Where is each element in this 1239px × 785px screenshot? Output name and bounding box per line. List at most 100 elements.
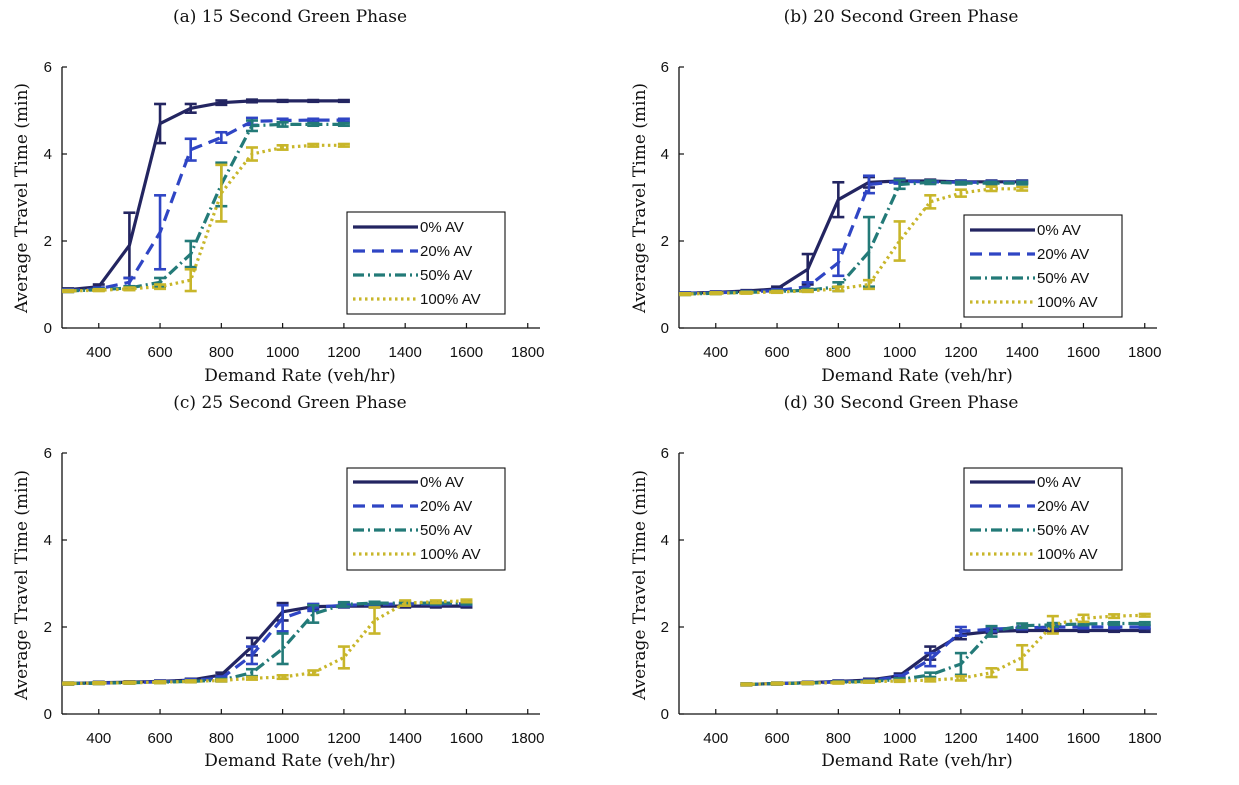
legend-entry-1: 20% AV [353,498,472,515]
legend-label: 50% AV [420,522,472,539]
x-tick-label: 1800 [1128,344,1161,361]
legend: 0% AV 20% AV 50% AV 100% AV [963,214,1123,318]
x-tick-label: 800 [826,344,851,361]
x-tick-label: 1400 [388,344,421,361]
y-tick-label: 0 [44,706,52,723]
legend-entry-2: 50% AV [353,267,472,284]
x-tick-label: 1800 [1128,730,1161,747]
y-tick-label: 0 [661,320,669,337]
y-tick-label: 6 [44,59,52,76]
series-line [746,628,1145,686]
legend-label: 0% AV [1037,474,1081,491]
series-line [68,118,344,293]
x-tick-label: 800 [826,730,851,747]
x-tick-label: 400 [86,344,111,361]
x-tick-label: 1200 [327,730,360,747]
legend-label: 0% AV [1037,222,1081,239]
y-tick-label: 4 [44,146,52,163]
x-axis-label: Demand Rate (veh/hr) [204,751,395,771]
x-tick-label: 1400 [1005,344,1038,361]
legend-label: 20% AV [1037,498,1089,515]
legend-label: 100% AV [420,291,481,308]
legend-label: 50% AV [420,267,472,284]
y-tick-label: 6 [661,59,669,76]
panel-c: (c) 25 Second Green Phase Demand Rate (v… [12,393,544,771]
x-tick-label: 400 [703,344,728,361]
y-axis-label: Average Travel Time (min) [12,83,32,314]
y-tick-label: 4 [661,532,669,549]
x-tick-label: 400 [703,730,728,747]
y-tick-label: 2 [661,619,669,636]
plot-area: 400 600 800 1000 1200 1400 1600 1800 0 2 4 6 [44,445,545,747]
legend-entry-0: 0% AV [353,474,464,491]
y-tick-label: 2 [661,233,669,250]
x-axis-label: Demand Rate (veh/hr) [204,366,395,386]
legend-entry-0: 0% AV [970,222,1081,239]
y-tick-label: 6 [44,445,52,462]
x-tick-label: 1200 [327,344,360,361]
y-tick-label: 2 [44,233,52,250]
legend-label: 50% AV [1037,270,1089,287]
legend-entry-0: 0% AV [970,474,1081,491]
x-tick-label: 400 [86,730,111,747]
panel-title: (a) 15 Second Green Phase [173,7,407,27]
series-line [68,143,344,293]
legend: 0% AV 20% AV 50% AV 100% AV [346,211,506,315]
series-line [68,604,467,686]
x-tick-label: 600 [765,344,790,361]
x-tick-label: 1000 [883,730,916,747]
x-tick-label: 600 [148,344,173,361]
legend: 0% AV 20% AV 50% AV 100% AV [346,467,506,571]
legend-label: 20% AV [1037,246,1089,263]
series-line [67,99,344,292]
series-line [68,601,467,686]
x-tick-label: 1600 [450,344,483,361]
legend-entry-3: 100% AV [970,546,1098,563]
y-tick-label: 0 [661,706,669,723]
x-tick-label: 1000 [883,344,916,361]
x-tick-label: 1200 [944,730,977,747]
x-tick-label: 1200 [944,344,977,361]
legend-label: 0% AV [420,474,464,491]
series-line [68,599,467,686]
legend-entry-2: 50% AV [970,522,1089,539]
x-tick-label: 1600 [450,730,483,747]
legend-entry-1: 20% AV [970,246,1089,263]
y-tick-label: 4 [44,532,52,549]
series-line [68,122,344,293]
x-tick-label: 1800 [511,730,544,747]
y-axis-label: Average Travel Time (min) [630,470,650,701]
plot-area: 400 600 800 1000 1200 1400 1600 1800 0 2 4 6 [661,59,1162,361]
legend-entry-0: 0% AV [353,219,464,236]
x-tick-label: 1400 [1005,730,1038,747]
legend-label: 100% AV [1037,294,1098,311]
legend-entry-2: 50% AV [970,270,1089,287]
x-tick-label: 600 [765,730,790,747]
y-tick-label: 2 [44,619,52,636]
plot-area: 400 600 800 1000 1200 1400 1600 1800 0 2 4 6 [661,445,1162,747]
panel-title: (b) 20 Second Green Phase [784,7,1019,27]
legend-entry-1: 20% AV [353,243,472,260]
y-axis-label: Average Travel Time (min) [630,83,650,314]
legend-entry-2: 50% AV [353,522,472,539]
x-tick-label: 1400 [388,730,421,747]
x-tick-label: 600 [148,730,173,747]
panel-title: (d) 30 Second Green Phase [784,393,1019,413]
series-line [68,602,467,686]
x-axis-label: Demand Rate (veh/hr) [821,366,1012,386]
y-tick-label: 0 [44,320,52,337]
legend-entry-3: 100% AV [970,294,1098,311]
legend-entry-3: 100% AV [353,546,481,563]
legend-label: 20% AV [420,243,472,260]
legend-box [346,211,506,315]
y-tick-label: 6 [661,445,669,462]
y-tick-label: 4 [661,146,669,163]
x-tick-label: 800 [209,344,234,361]
x-tick-label: 1600 [1067,730,1100,747]
panel-a: (a) 15 Second Green Phase Demand Rate (v… [12,7,544,386]
legend-label: 50% AV [1037,522,1089,539]
plot-area: 400 600 800 1000 1200 1400 1600 1800 0 2 4 6 [44,59,545,361]
legend: 0% AV 20% AV 50% AV 100% AV [963,467,1123,571]
legend-label: 20% AV [420,498,472,515]
